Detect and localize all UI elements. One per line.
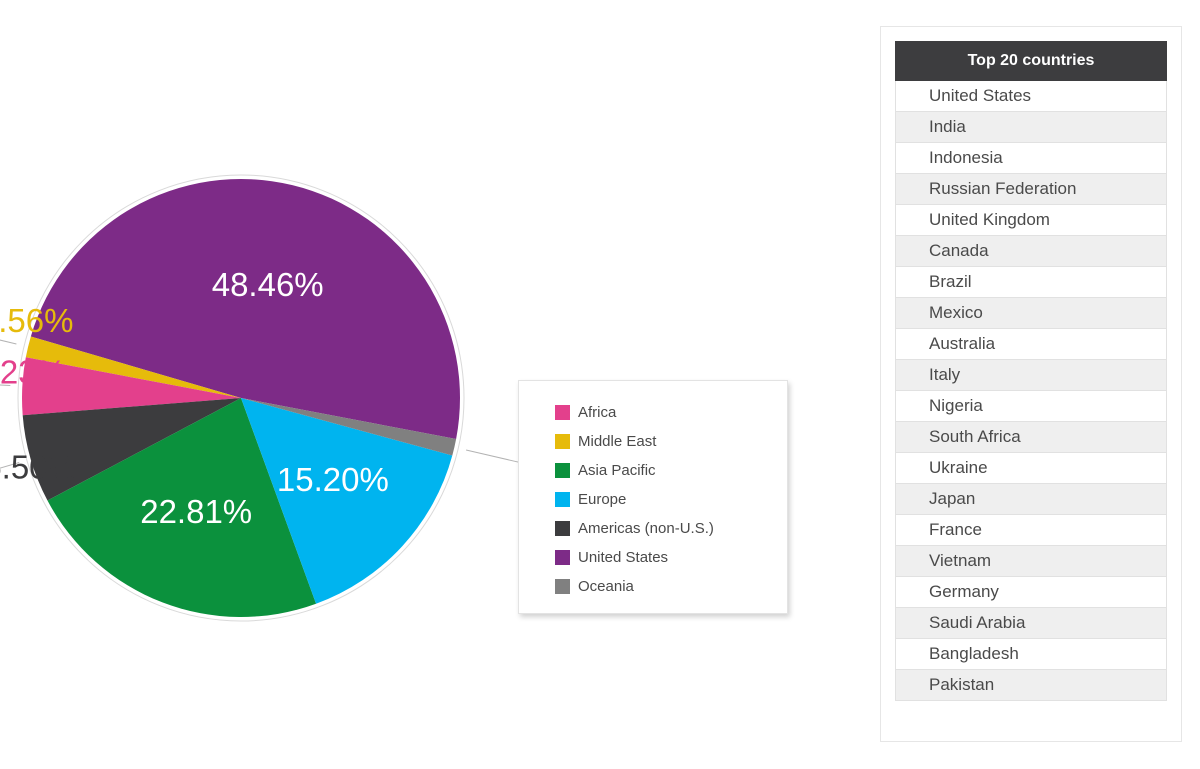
country-name: Japan (895, 483, 1167, 515)
country-name: Russian Federation (895, 173, 1167, 205)
country-name: Ukraine (895, 452, 1167, 484)
pie-leader-lines (0, 339, 519, 469)
legend-item-europe: Europe (519, 485, 787, 514)
country-name: Vietnam (895, 545, 1167, 577)
table-row: Italy (895, 359, 1167, 391)
pie-label-asia-pacific: 22.81% (140, 493, 252, 530)
pie-labels: 48.46%1.56%4.23%6.50%22.81%15.20%1.23% (0, 266, 628, 530)
table-header-row: Top 20 countries (895, 41, 1167, 81)
legend-swatch (555, 579, 570, 594)
country-name: Brazil (895, 266, 1167, 298)
legend-item-americas-non-u-s: Americas (non-U.S.) (519, 514, 787, 543)
legend-swatch (555, 521, 570, 536)
table-row: Australia (895, 328, 1167, 360)
table-row: United Kingdom (895, 204, 1167, 236)
leader-line-middle-east (0, 339, 17, 345)
pie-label-europe: 15.20% (277, 461, 389, 498)
table-row: Ukraine (895, 452, 1167, 484)
legend-label: Americas (non-U.S.) (578, 520, 714, 537)
pie-slice-africa (21, 357, 241, 416)
legend-item-asia-pacific: Asia Pacific (519, 456, 787, 485)
country-name: Canada (895, 235, 1167, 267)
chart-legend: Africa Middle East Asia Pacific Europe Ameri… (518, 380, 788, 614)
country-name: Italy (895, 359, 1167, 391)
country-name: India (895, 111, 1167, 143)
country-name: France (895, 514, 1167, 546)
pie-label-middle-east: 1.56% (0, 302, 73, 339)
table-row: Russian Federation (895, 173, 1167, 205)
country-name: United States (895, 80, 1167, 112)
legend-item-middle-east: Middle East (519, 427, 787, 456)
country-name: Australia (895, 328, 1167, 360)
table-row: Indonesia (895, 142, 1167, 174)
legend-swatch (555, 405, 570, 420)
pie-slice-oceania (241, 398, 457, 456)
legend-item-united-states: United States (519, 543, 787, 572)
country-name: Indonesia (895, 142, 1167, 174)
pie-slice-united-states (30, 179, 460, 440)
pie-slice-europe (241, 398, 453, 604)
country-name: United Kingdom (895, 204, 1167, 236)
table-row: South Africa (895, 421, 1167, 453)
table-row: Vietnam (895, 545, 1167, 577)
legend-label: Oceania (578, 578, 634, 595)
top-countries-panel: Top 20 countries United States India Indon… (880, 26, 1182, 742)
country-rows: United States India Indonesia Russian Feder… (895, 80, 1167, 701)
country-name: South Africa (895, 421, 1167, 453)
top-countries-table: Top 20 countries United States India Indon… (895, 41, 1167, 701)
legend-swatch (555, 463, 570, 478)
legend-swatch (555, 434, 570, 449)
pie-label-africa: 4.23% (0, 353, 66, 390)
legend-label: Middle East (578, 433, 657, 450)
table-row: Bangladesh (895, 638, 1167, 670)
table-row: Brazil (895, 266, 1167, 298)
country-name: Mexico (895, 297, 1167, 329)
pie-slice-americas-non-u-s (22, 398, 242, 501)
legend-label: United States (578, 549, 669, 566)
pie-slices (21, 179, 460, 617)
legend-swatch (555, 550, 570, 565)
legend-items: Africa Middle East Asia Pacific Europe Ameri… (519, 398, 787, 601)
pie-chart: 48.46%1.56%4.23%6.50%22.81%15.20%1.23% (0, 174, 628, 622)
pie-label-americas-non-u-s: 6.50% (0, 448, 77, 485)
table-row: India (895, 111, 1167, 143)
leader-line-oceania (465, 449, 519, 463)
table-row: Germany (895, 576, 1167, 608)
country-name: Saudi Arabia (895, 607, 1167, 639)
legend-label: Africa (578, 404, 617, 421)
country-name: Bangladesh (895, 638, 1167, 670)
table-row: Pakistan (895, 669, 1167, 701)
pie-slice-asia-pacific (47, 398, 317, 617)
table-header: Top 20 countries (895, 41, 1167, 81)
table-row: Japan (895, 483, 1167, 515)
legend-item-oceania: Oceania (519, 572, 787, 601)
country-name: Germany (895, 576, 1167, 608)
table-row: United States (895, 80, 1167, 112)
table-row: Nigeria (895, 390, 1167, 422)
legend-swatch (555, 492, 570, 507)
country-name: Pakistan (895, 669, 1167, 701)
legend-label: Asia Pacific (578, 462, 656, 479)
table-row: Canada (895, 235, 1167, 267)
table-row: Saudi Arabia (895, 607, 1167, 639)
country-name: Nigeria (895, 390, 1167, 422)
table-row: France (895, 514, 1167, 546)
table-row: Mexico (895, 297, 1167, 329)
legend-item-africa: Africa (519, 398, 787, 427)
leader-line-africa (0, 384, 11, 386)
pie-label-united-states: 48.46% (212, 266, 324, 303)
leader-line-americas-non-u-s (0, 462, 20, 469)
pie-slice-middle-east (25, 336, 242, 398)
legend-label: Europe (578, 491, 627, 508)
